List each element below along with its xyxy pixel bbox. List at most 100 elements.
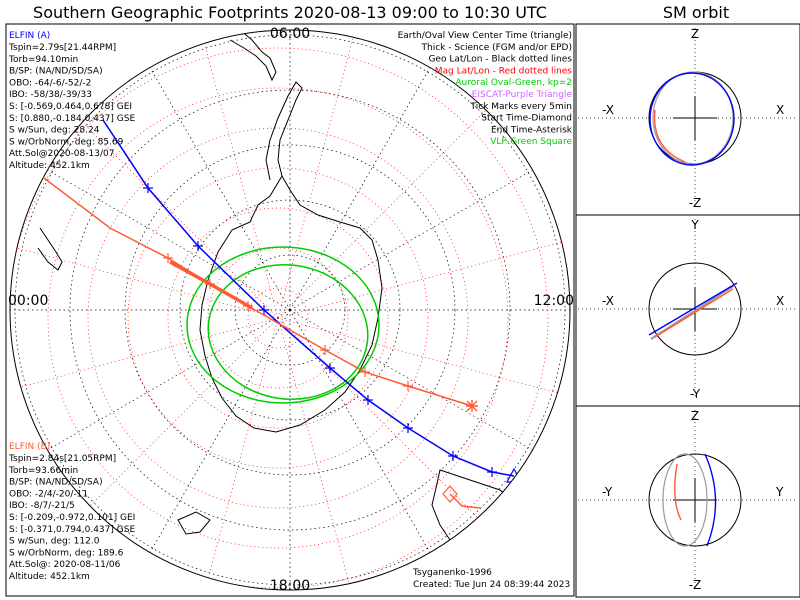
info-line: S w/Sun, deg: 28.24 [9, 126, 100, 136]
info-line: IBO: -58/38/-39/33 [9, 90, 92, 100]
mag-lat-circle [207, 247, 349, 389]
geo-meridian [289, 309, 436, 562]
mag-lat-circle [87, 127, 469, 509]
sm-orbit-gray [650, 284, 736, 340]
auroral-oval [186, 246, 380, 404]
sm-orbit-a [704, 453, 717, 547]
legend-item: Tick Marks every 5min [470, 102, 572, 112]
sm-label-right: Y [775, 485, 784, 499]
clock-label-top: 06:00 [270, 26, 310, 42]
geo-grid-lines [10, 30, 570, 590]
info-line: S w/Sun, deg: 112.0 [9, 537, 100, 547]
sm-orbit-title: SM orbit [662, 3, 730, 22]
map-frame [5, 23, 575, 597]
sm-panel: Z -Z -X X [578, 27, 798, 210]
sm-earth-circle [648, 262, 742, 356]
page-title: Southern Geographic Footprints 2020-08-1… [33, 3, 547, 22]
geo-lat-circle [124, 144, 456, 476]
antarctica-coastline [199, 175, 383, 433]
sm-label-left: -X [602, 103, 614, 117]
sm-panel-xy-frame [575, 214, 800, 407]
legend-item: Mag Lat/Lon - Red dotted lines [435, 66, 573, 76]
sm-label-right: X [776, 103, 784, 117]
info-line: OBO: -2/4/-20/-11 [9, 489, 88, 499]
geo-meridian [144, 58, 291, 311]
sm-orbit-a [649, 72, 735, 166]
mag-lat-circle [247, 287, 309, 349]
new-zealand-coastline [177, 511, 211, 535]
info-line: S: [0.880,-0.184,0.437] GSE [9, 114, 135, 124]
mag-meridian [51, 91, 279, 319]
mag-meridian [277, 234, 570, 319]
mag-lat-circle [47, 87, 509, 549]
clock-label-bottom: 18:00 [270, 578, 310, 594]
elfin-b-info: Tspin=2.84s[21.05RPM] Torb=93.66min B/SP: … [8, 454, 135, 582]
legend-item: Thick - Science (FGM and/or EPD) [421, 43, 572, 53]
elfin-a-info: Tspin=2.79s[21.44RPM] Torb=94.10min B/SP: … [8, 43, 135, 171]
info-line: S w/OrbNorm, deg: 85.69 [9, 137, 124, 147]
info-line: B/SP: (NA/ND/SD/SA) [9, 67, 103, 77]
elfin-b-track [39, 174, 473, 407]
sm-label-left: -Y [602, 485, 613, 499]
info-line: Torb=93.66min [8, 466, 78, 476]
sm-label-top: Z [691, 27, 699, 41]
geo-meridian [144, 309, 291, 562]
sm-earth-circle [648, 453, 742, 547]
info-line: Altitude: 452.1km [9, 572, 90, 582]
elfin-a-track [102, 119, 515, 477]
sm-orbit-a [648, 282, 738, 336]
info-line: Att.Sol@2020-08-13/07 [9, 149, 114, 159]
geo-lat-circle [179, 199, 401, 421]
sm-label-right: X [776, 294, 784, 308]
mag-grid-lines [10, 30, 570, 590]
elfin-a-ticks [143, 183, 497, 477]
sm-orbit-b [654, 288, 734, 338]
auroral-oval-inner [207, 263, 369, 401]
geo-lat-circle [69, 89, 511, 531]
sm-panel-yz-frame [575, 405, 800, 598]
sm-panel: Y -Y -X X [578, 218, 798, 401]
coastlines [37, 30, 531, 549]
info-line: IBO: -8/7/-21/5 [9, 501, 75, 511]
mag-meridian [51, 317, 279, 545]
antarctic-peninsula [265, 81, 303, 181]
sm-orbit-panels: Z -Z -X X Y -Y -X X Z -Z -Y Y [578, 27, 798, 592]
africa-coastline [37, 227, 63, 271]
geo-meridian [38, 309, 291, 456]
elfin-b-start-diamond [442, 485, 458, 503]
map-grid [9, 29, 571, 591]
elfin-b-end-asterisk [466, 400, 478, 412]
sm-label-bottom: -Z [689, 578, 702, 592]
mag-meridian [277, 317, 362, 590]
mag-meridian [277, 317, 505, 545]
sm-label-bottom: -Z [689, 196, 702, 210]
legend-item: Geo Lat/Lon - Black dotted lines [428, 55, 572, 65]
sm-label-left: -X [602, 294, 614, 308]
created-timestamp: Created: Tue Jun 24 08:39:44 2023 [413, 580, 570, 590]
legend: Earth/Oval View Center Time (triangle) Th… [398, 31, 573, 147]
geo-meridian [289, 309, 542, 456]
sm-label-top: Y [690, 218, 699, 232]
legend-item: VLF-Green Square [490, 137, 572, 147]
info-line: S: [-0.371,0.794,0.437] GSE [9, 525, 135, 535]
sm-orbit-b [674, 463, 682, 521]
info-line: Att.Sol@: 2020-08-11/06 [9, 560, 121, 570]
elfin-b-track-group [39, 174, 481, 509]
legend-item: Earth/Oval View Center Time (triangle) [398, 31, 572, 41]
legend-item: Start Time-Diamond [481, 114, 572, 124]
south-america-coastline [229, 30, 277, 82]
legend-item: EISCAT-Purple Triangle [472, 90, 573, 100]
sm-label-top: Z [691, 409, 699, 423]
sm-orbit-gray [652, 71, 734, 165]
elfin-b-header: ELFIN (B) [9, 442, 50, 452]
model-credit: Tsyganenko-1996 [412, 568, 492, 578]
info-line: OBO: -64/-6/-52/-2 [9, 78, 91, 88]
clock-label-right: 12:00 [534, 293, 574, 309]
clock-label-left: 00:00 [8, 293, 48, 309]
mag-lat-circle [167, 207, 389, 429]
sm-label-bottom: -Y [690, 387, 701, 401]
info-line: Tspin=2.84s[21.05RPM] [8, 454, 116, 464]
mag-meridian [277, 30, 362, 319]
mag-lat-circle [10, 47, 549, 589]
sm-orbit-b [653, 109, 686, 163]
